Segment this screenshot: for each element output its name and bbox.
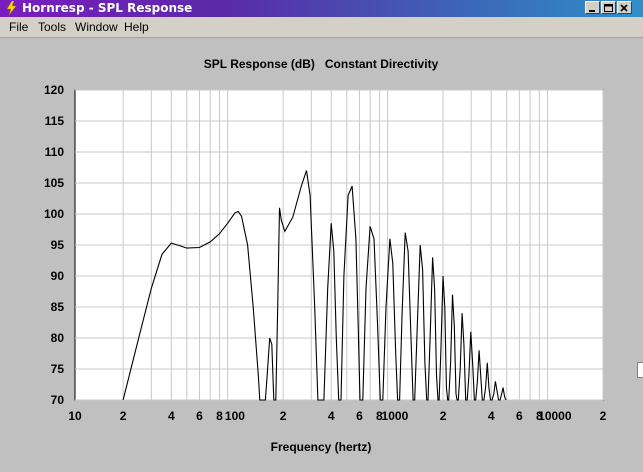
grid xyxy=(75,89,604,401)
x-tick-label: 10 xyxy=(68,409,82,423)
y-tick-label: 95 xyxy=(51,238,65,252)
spl-response-chart: SPL Response (dB) Constant Directivity 1… xyxy=(44,57,607,454)
menu-help[interactable]: Help xyxy=(124,20,149,34)
window-title: Hornresp - SPL Response xyxy=(22,1,193,15)
menu-window[interactable]: Window xyxy=(75,20,118,34)
x-tick-label: 4 xyxy=(328,409,335,423)
maximize-button[interactable] xyxy=(601,1,616,14)
minimize-icon xyxy=(589,10,595,12)
y-tick-label: 75 xyxy=(51,362,65,376)
x-tick-label: 6 xyxy=(196,409,203,423)
title-bar: Hornresp - SPL Response xyxy=(0,0,643,17)
y-axis-tick-labels: 120 115 110 105 100 95 90 85 80 75 70 xyxy=(44,83,64,407)
y-tick-label: 85 xyxy=(51,300,65,314)
close-button[interactable] xyxy=(617,1,632,14)
chart-title: SPL Response (dB) Constant Directivity xyxy=(204,57,439,71)
spl-response-line xyxy=(122,170,507,401)
x-tick-label: 4 xyxy=(488,409,495,423)
y-tick-label: 90 xyxy=(51,269,65,283)
x-tick-label: 100 xyxy=(225,409,245,423)
edge-fragment xyxy=(637,362,643,378)
x-axis-label: Frequency (hertz) xyxy=(271,440,372,454)
x-tick-label: 2 xyxy=(120,409,127,423)
y-tick-label: 120 xyxy=(44,83,64,97)
minimize-button[interactable] xyxy=(585,1,600,14)
x-tick-label: 10000 xyxy=(538,409,572,423)
hornresp-app-icon[interactable] xyxy=(4,1,18,15)
menu-file[interactable]: File xyxy=(9,20,29,34)
x-tick-label: 2 xyxy=(280,409,287,423)
y-tick-label: 110 xyxy=(45,145,65,159)
x-tick-label: 6 xyxy=(356,409,363,423)
maximize-icon xyxy=(604,4,613,12)
y-tick-label: 70 xyxy=(51,393,65,407)
y-tick-label: 105 xyxy=(44,176,64,190)
x-tick-label: 1000 xyxy=(382,409,409,423)
y-tick-label: 115 xyxy=(45,114,65,128)
x-tick-label: 8 xyxy=(216,409,223,423)
x-tick-label: 8 xyxy=(536,409,543,423)
x-tick-label: 4 xyxy=(168,409,175,423)
y-tick-label: 80 xyxy=(51,331,65,345)
menu-bar: File Tools Window Help xyxy=(0,17,643,38)
menu-tools[interactable]: Tools xyxy=(38,20,67,34)
close-icon xyxy=(620,4,628,12)
y-tick-label: 100 xyxy=(44,207,64,221)
x-tick-label: 8 xyxy=(376,409,383,423)
x-tick-label: 2 xyxy=(440,409,447,423)
x-tick-label: 2 xyxy=(600,409,607,423)
x-tick-label: 6 xyxy=(516,409,523,423)
